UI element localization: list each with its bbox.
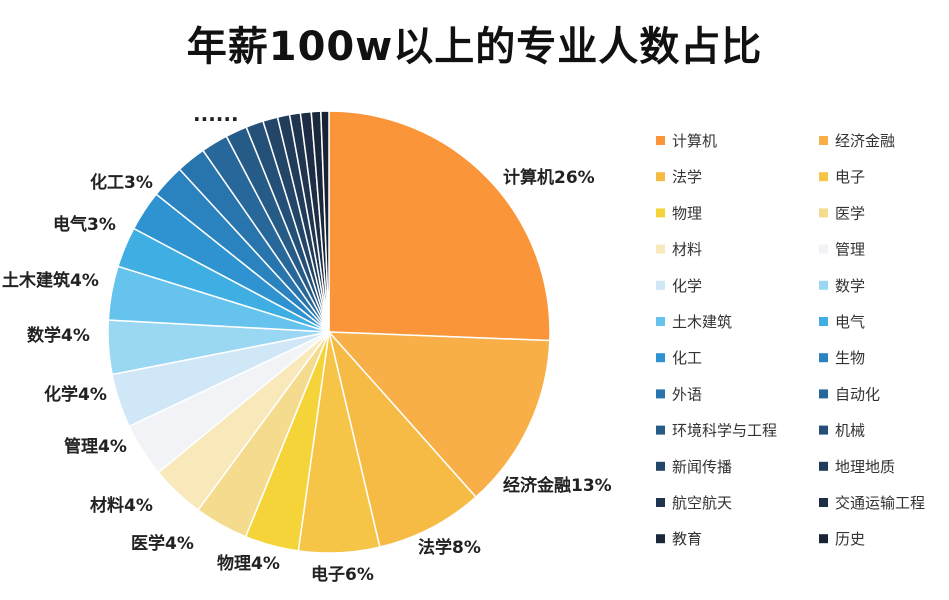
legend-item-物理: 物理: [656, 204, 702, 222]
slice-label-电子: 电子6%: [311, 564, 374, 585]
legend-item-计算机: 计算机: [656, 132, 717, 150]
legend-label: 材料: [672, 241, 702, 259]
legend-label: 外语: [672, 385, 702, 403]
slice-历史: [320, 110, 330, 333]
slice-labels: 计算机26% 经济金融13% 法学8% 电子6% 物理4% 医学4% 材料4% 管理4% 化学4…: [2, 167, 612, 585]
legend-label: 自动化: [835, 385, 880, 403]
legend-swatch: [656, 208, 665, 218]
legend-swatch: [656, 353, 665, 363]
slice-label-物理: 物理4%: [217, 553, 280, 574]
slice-label-计算机: 计算机26%: [503, 167, 595, 188]
legend-item-外语: 外语: [656, 385, 702, 403]
legend-item-新闻传播: 新闻传播: [656, 458, 732, 476]
legend-label: 环境科学与工程: [672, 422, 777, 440]
legend-item-化工: 化工: [656, 349, 702, 367]
slice-经济金融: [327, 331, 551, 499]
legend-item-机械: 机械: [819, 422, 865, 440]
legend-item-地理地质: 地理地质: [819, 458, 895, 476]
legend-label: 电子: [835, 168, 865, 186]
slice-label-法学: 法学8%: [418, 537, 481, 558]
legend-label: 电气: [835, 313, 865, 331]
legend-swatch: [656, 317, 665, 326]
legend-label: 法学: [672, 168, 702, 186]
legend-item-化学: 化学: [656, 277, 702, 295]
legend-swatch: [656, 389, 665, 399]
chart-title: 年薪100w以上的专业人数占比: [186, 24, 763, 70]
legend-swatch: [819, 389, 828, 399]
legend-label: 土木建筑: [672, 313, 732, 331]
legend-item-历史: 历史: [819, 530, 865, 548]
legend-label: 管理: [835, 241, 865, 259]
legend-swatch: [819, 534, 828, 544]
legend-swatch: [656, 280, 665, 290]
legend-label: 教育: [672, 530, 702, 548]
legend-label: 化工: [672, 349, 702, 367]
legend-item-电气: 电气: [819, 313, 865, 331]
legend-item-数学: 数学: [819, 277, 865, 295]
legend-item-经济金融: 经济金融: [819, 132, 895, 150]
legend-label: 化学: [672, 277, 702, 295]
legend-label: 机械: [835, 422, 865, 440]
legend-swatch: [819, 461, 828, 471]
legend-item-生物: 生物: [819, 349, 865, 367]
legend-label: 地理地质: [835, 458, 895, 476]
legend-label: 经济金融: [835, 132, 895, 150]
legend-item-环境科学与工程: 环境科学与工程: [656, 422, 777, 440]
legend-label: 物理: [672, 204, 702, 222]
slice-label-土木建筑: 土木建筑4%: [2, 270, 99, 291]
slice-label-化工: 化工3%: [90, 172, 153, 193]
legend-swatch: [819, 498, 828, 507]
legend-swatch: [656, 244, 665, 254]
legend-swatch: [656, 172, 665, 182]
legend-swatch: [656, 498, 665, 507]
slice-法学: [328, 331, 477, 548]
legend-swatch: [656, 461, 665, 471]
legend-item-医学: 医学: [819, 204, 865, 222]
legend-item-自动化: 自动化: [819, 385, 880, 403]
legend-label: 新闻传播: [672, 458, 732, 476]
legend-swatch: [819, 244, 828, 254]
slice-label-管理: 管理4%: [64, 436, 127, 457]
legend-label: 生物: [835, 349, 865, 367]
legend-label: 交通运输工程: [835, 494, 925, 512]
legend-item-法学: 法学: [656, 168, 702, 186]
legend-item-航空航天: 航空航天: [656, 494, 732, 512]
legend-swatch: [656, 136, 665, 145]
legend-swatch: [819, 172, 828, 182]
legend-swatch: [819, 353, 828, 363]
slice-计算机: [328, 110, 551, 342]
slice-label-医学: 医学4%: [131, 533, 194, 554]
legend-item-土木建筑: 土木建筑: [656, 313, 732, 331]
legend-label: 航空航天: [672, 494, 732, 512]
legend-swatch: [819, 317, 828, 326]
legend-swatch: [656, 534, 665, 544]
legend-swatch: [819, 208, 828, 218]
slice-label-电气: 电气3%: [53, 214, 116, 235]
slice-label-数学: 数学4%: [27, 325, 90, 346]
slice-label-材料: 材料4%: [90, 495, 153, 516]
more-slices-marker: ......: [193, 102, 239, 126]
legend-item-材料: 材料: [656, 241, 702, 259]
slice-label-化学: 化学4%: [44, 384, 107, 405]
legend-label: 历史: [835, 530, 865, 548]
slice-label-经济金融: 经济金融13%: [503, 475, 612, 496]
legend-swatch: [819, 136, 828, 145]
legend-item-电子: 电子: [819, 168, 865, 186]
legend-swatch: [656, 425, 665, 435]
legend-item-管理: 管理: [819, 241, 865, 259]
legend-label: 医学: [835, 204, 865, 222]
pie-slices: [107, 110, 551, 554]
legend-label: 计算机: [672, 132, 717, 150]
legend-swatch: [819, 425, 828, 435]
legend-item-教育: 教育: [656, 530, 702, 548]
legend-label: 数学: [835, 277, 865, 295]
legend-swatch: [819, 280, 828, 290]
legend-item-交通运输工程: 交通运输工程: [819, 494, 925, 512]
